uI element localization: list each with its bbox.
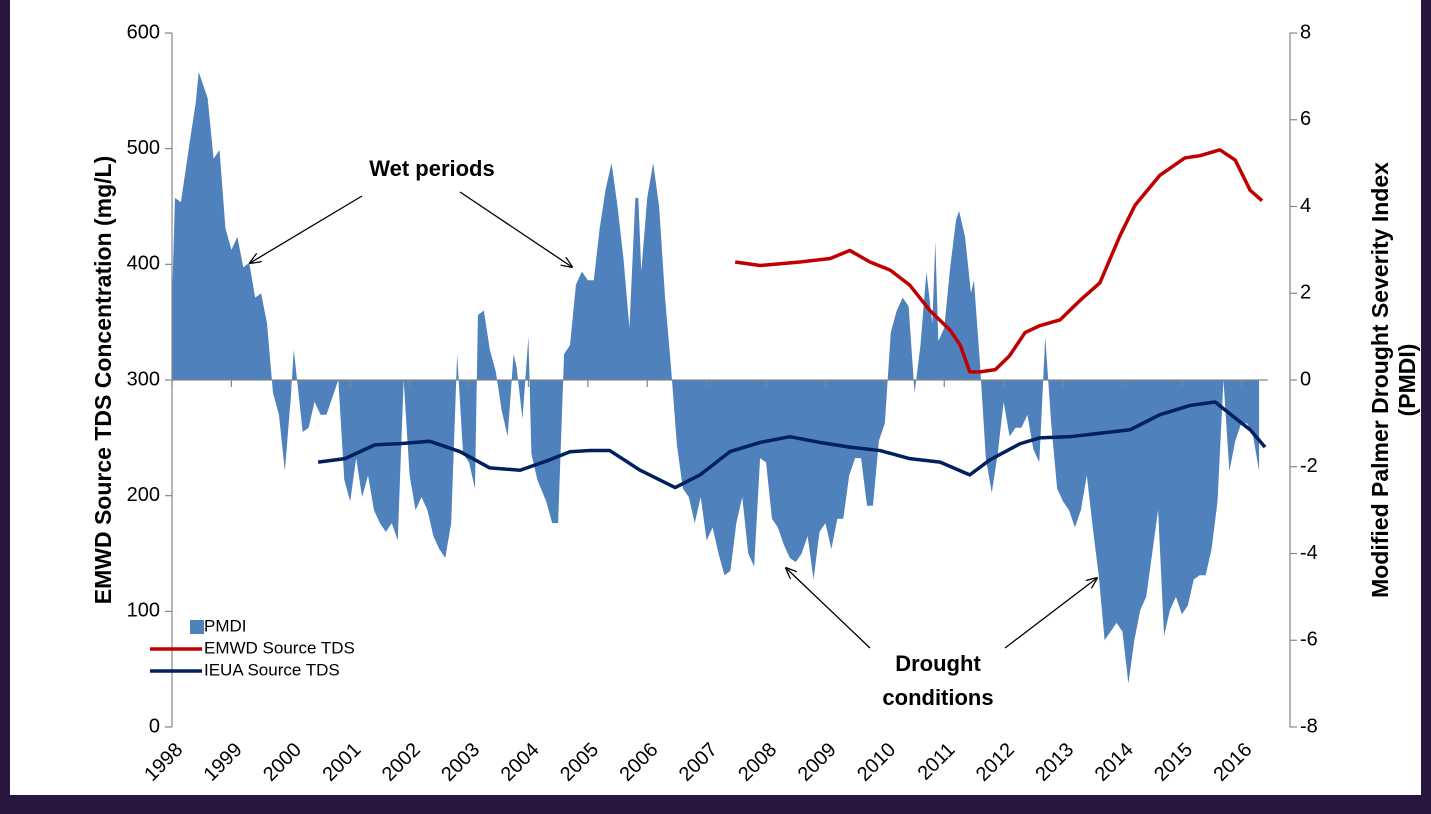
y-tick-label: 600: [127, 21, 160, 43]
y2-tick-label: 8: [1300, 21, 1311, 43]
arrow: [786, 568, 871, 649]
annotation: Drought: [895, 651, 981, 676]
annotation-arrows: [250, 191, 1097, 649]
y2-tick-label: 6: [1300, 108, 1311, 130]
y2-tick-label: 4: [1300, 195, 1311, 217]
y2-tick-label: -6: [1300, 629, 1318, 651]
y-tick-label: 0: [149, 715, 160, 737]
annotation: conditions: [882, 685, 993, 710]
y2-tick-label: 2: [1300, 282, 1311, 304]
y2-tick-label: 0: [1300, 368, 1311, 390]
legend-label: PMDI: [204, 616, 247, 635]
arrow: [459, 191, 572, 267]
y-tick-label: 500: [127, 137, 160, 159]
y2-tick-label: -8: [1300, 715, 1318, 737]
annotation: Wet periods: [369, 156, 495, 181]
y2-axis-title: Modified Palmer Drought Severity Index: [1367, 162, 1393, 598]
pmdi-area: [172, 72, 1260, 684]
y-tick-label: 200: [127, 484, 160, 506]
legend-label: EMWD Source TDS: [204, 638, 355, 657]
tds-line: [734, 148, 1264, 374]
arrow: [250, 195, 363, 263]
y-tick-label: 100: [127, 600, 160, 622]
arrow: [1004, 578, 1097, 649]
y2-tick-label: -2: [1300, 455, 1318, 477]
tds-line: [317, 400, 1267, 490]
y-tick-label: 300: [127, 368, 160, 390]
y2-tick-label: -4: [1300, 542, 1318, 564]
legend-label: IEUA Source TDS: [204, 660, 340, 679]
y-axis-title: EMWD Source TDS Concentration (mg/L): [90, 156, 116, 605]
legend-swatch: [190, 620, 204, 634]
y2-axis-title: (PMDI): [1394, 344, 1420, 417]
y-tick-label: 400: [127, 253, 160, 275]
